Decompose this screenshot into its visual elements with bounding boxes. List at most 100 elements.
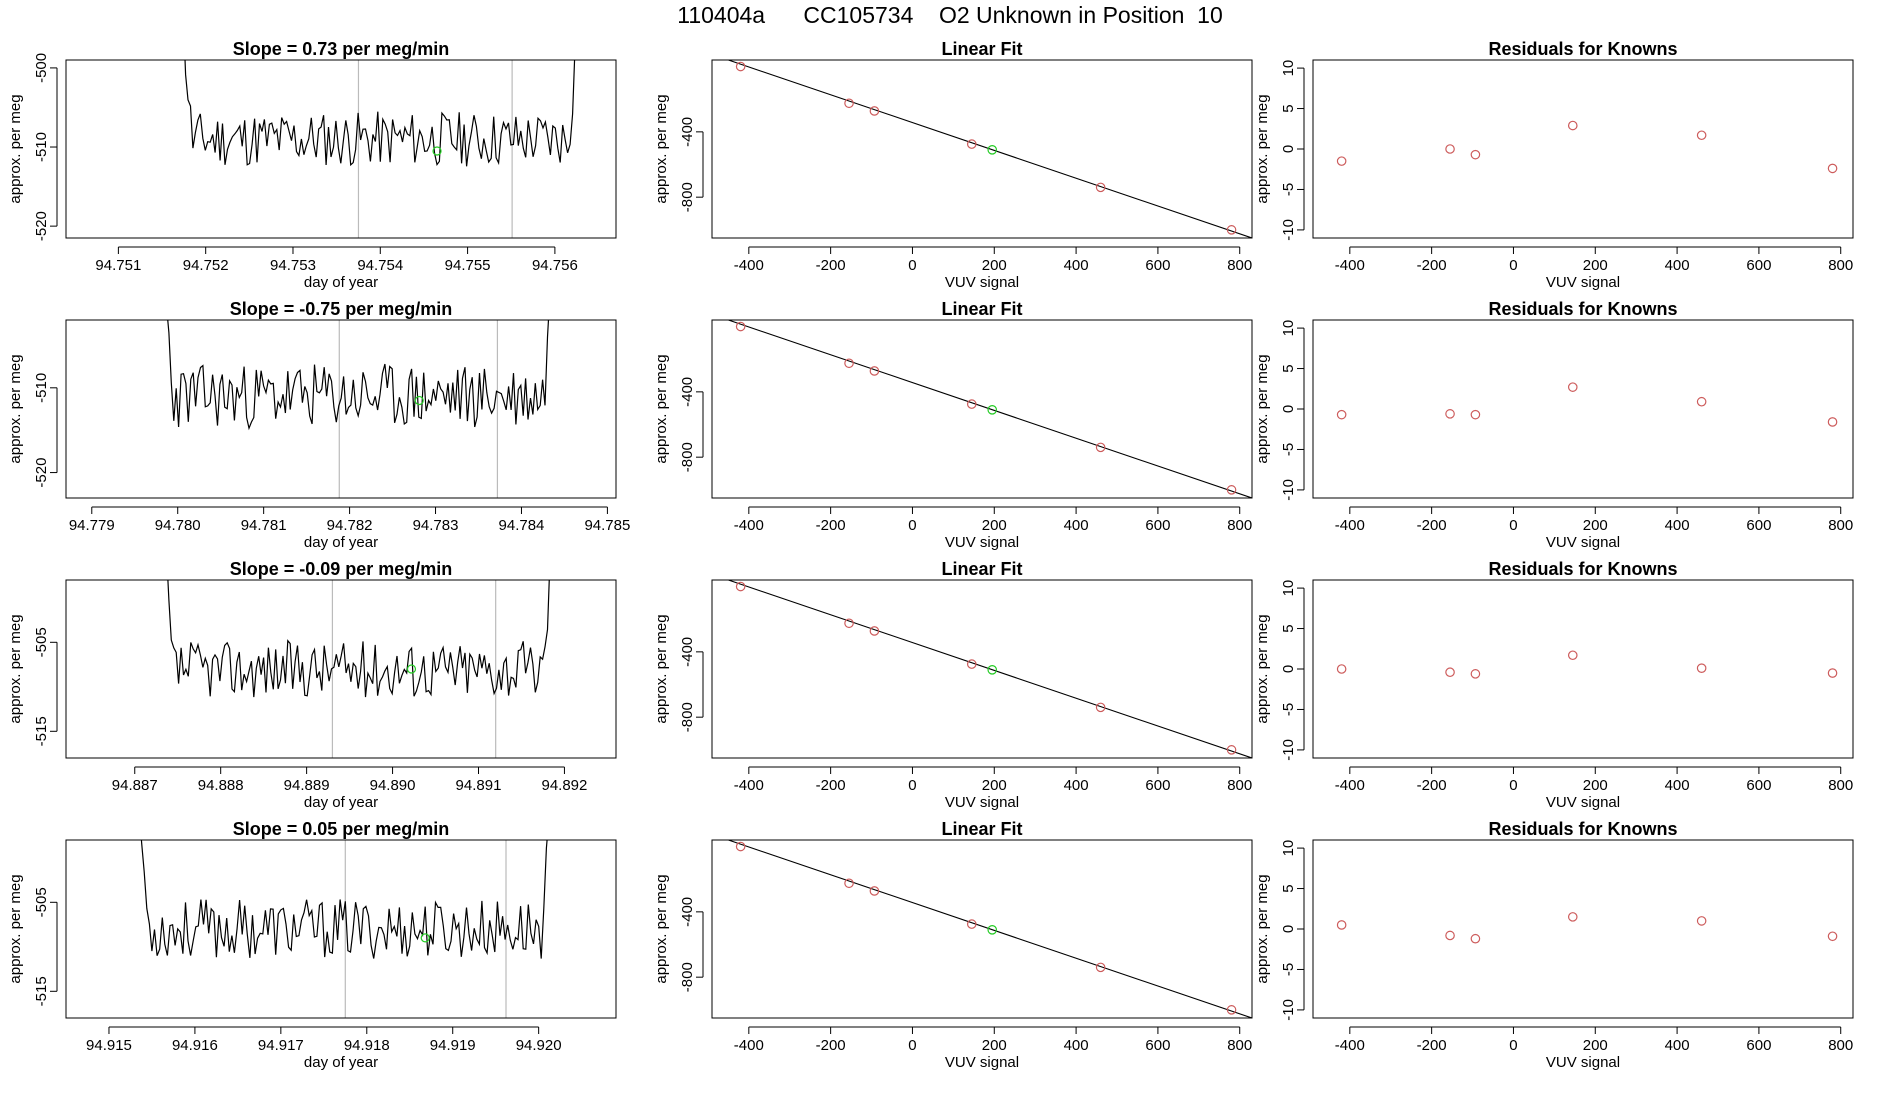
plot-title: Residuals for Knowns	[1488, 299, 1677, 319]
known-point	[1445, 667, 1455, 678]
known-point	[1095, 702, 1106, 713]
x-tick-label: 94.779	[69, 517, 115, 534]
known-point	[1336, 664, 1347, 674]
known-point	[869, 886, 880, 896]
data-layer	[728, 60, 1252, 238]
panel-4-1: Slope = 0.05 per meg/min 94.915 94.916 94.9…	[7, 819, 617, 1071]
x-tick-label: 94.916	[172, 1037, 218, 1054]
known-point	[844, 618, 854, 629]
fit-line	[728, 840, 1252, 1018]
known-point	[1470, 933, 1481, 944]
plot-title: Slope = -0.75 per meg/min	[230, 299, 453, 319]
x-tick-label: 0	[1509, 257, 1517, 274]
time-series-line	[167, 320, 550, 431]
y-tick-label: 0	[1280, 665, 1297, 673]
known-point	[966, 659, 977, 669]
x-tick-label: 94.751	[95, 257, 141, 274]
known-point	[1226, 1005, 1237, 1015]
x-tick-label: 94.891	[456, 777, 502, 794]
panel-1-2: Linear Fit -400 -200 0 200 400 600 800 VUV signa…	[653, 39, 1253, 291]
x-tick-label: -400	[1335, 517, 1365, 534]
y-tick-label: -400	[679, 897, 696, 927]
x-tick-label: 400	[1665, 517, 1690, 534]
x-tick-label: 0	[1509, 1037, 1517, 1054]
x-tick-label: 94.889	[284, 777, 330, 794]
y-tick-label: 10	[1280, 840, 1297, 857]
x-tick-label: -400	[1335, 777, 1365, 794]
fit-line	[728, 580, 1252, 758]
y-axis-label: approx. per meg	[1254, 874, 1271, 983]
x-tick-label: 400	[1665, 257, 1690, 274]
x-tick-label: 200	[982, 777, 1007, 794]
plot-title: Linear Fit	[941, 819, 1022, 839]
panel-4-3: Residuals for Knowns -400 -200 0 200 400 600 80…	[1254, 819, 1854, 1071]
known-point	[1226, 745, 1237, 755]
y-tick-label: 5	[1280, 624, 1297, 632]
known-point	[844, 98, 854, 109]
plot-frame	[711, 579, 1253, 759]
x-tick-label: 94.890	[370, 777, 416, 794]
known-point	[1226, 485, 1237, 495]
x-tick-label: -200	[816, 1037, 846, 1054]
x-tick-label: 400	[1665, 777, 1690, 794]
y-axis-label: approx. per meg	[1254, 354, 1271, 463]
x-tick-label: 200	[982, 517, 1007, 534]
y-tick-label: 0	[1280, 925, 1297, 933]
time-series-line	[184, 60, 576, 167]
x-tick-label: 0	[908, 777, 916, 794]
unknown-point	[406, 664, 417, 674]
plot-frame	[711, 319, 1253, 499]
panel-2-3: Residuals for Knowns -400 -200 0 200 400 600 80…	[1254, 299, 1854, 551]
y-axis-label: approx. per meg	[7, 354, 24, 463]
plot-title: Linear Fit	[941, 299, 1022, 319]
x-axis-label: VUV signal	[1546, 794, 1620, 811]
time-series-line	[140, 840, 548, 959]
x-tick-label: 94.780	[155, 517, 201, 534]
x-tick-label: -400	[734, 257, 764, 274]
known-point	[966, 919, 977, 929]
known-point	[869, 626, 880, 636]
known-point	[1827, 163, 1838, 174]
plot-title: Linear Fit	[941, 39, 1022, 59]
y-tick-label: 0	[1280, 405, 1297, 413]
plot-title: Residuals for Knowns	[1488, 39, 1677, 59]
x-tick-label: 94.752	[183, 257, 229, 274]
y-axis-label: approx. per meg	[653, 354, 670, 463]
plot-frame	[1312, 839, 1854, 1019]
y-tick-label: 0	[1280, 145, 1297, 153]
plot-frame	[1312, 579, 1854, 759]
x-tick-label: -200	[816, 517, 846, 534]
known-point	[869, 366, 880, 376]
y-axis-label: approx. per meg	[1254, 614, 1271, 723]
known-point	[1445, 144, 1455, 154]
x-axis-label: day of year	[304, 1054, 378, 1071]
x-tick-label: 94.782	[327, 517, 373, 534]
x-tick-label: -400	[1335, 257, 1365, 274]
y-tick-label: -520	[33, 458, 50, 488]
x-tick-label: 800	[1828, 257, 1853, 274]
known-point	[1567, 382, 1578, 392]
x-axis-label: VUV signal	[1546, 1054, 1620, 1071]
y-tick-label: 5	[1280, 364, 1297, 372]
x-tick-label: 600	[1145, 777, 1170, 794]
x-tick-label: 0	[908, 257, 916, 274]
known-point	[1336, 409, 1347, 420]
x-tick-label: 200	[982, 1037, 1007, 1054]
x-tick-label: 400	[1064, 517, 1089, 534]
x-tick-label: 94.785	[584, 517, 630, 534]
x-axis-label: VUV signal	[945, 794, 1019, 811]
unknown-point	[987, 665, 998, 675]
x-tick-label: 800	[1828, 1037, 1853, 1054]
panel-1-3: Residuals for Knowns -400 -200 0 200 400 600 80…	[1254, 39, 1854, 291]
x-tick-label: 94.755	[445, 257, 491, 274]
y-axis-label: approx. per meg	[653, 874, 670, 983]
x-tick-label: 400	[1665, 1037, 1690, 1054]
x-tick-label: 200	[1583, 1037, 1608, 1054]
y-tick-label: 10	[1280, 320, 1297, 337]
unknown-point	[987, 405, 998, 415]
x-tick-label: 800	[1227, 257, 1252, 274]
panel-3-3: Residuals for Knowns -400 -200 0 200 400 600 80…	[1254, 559, 1854, 811]
x-axis-label: day of year	[304, 274, 378, 291]
